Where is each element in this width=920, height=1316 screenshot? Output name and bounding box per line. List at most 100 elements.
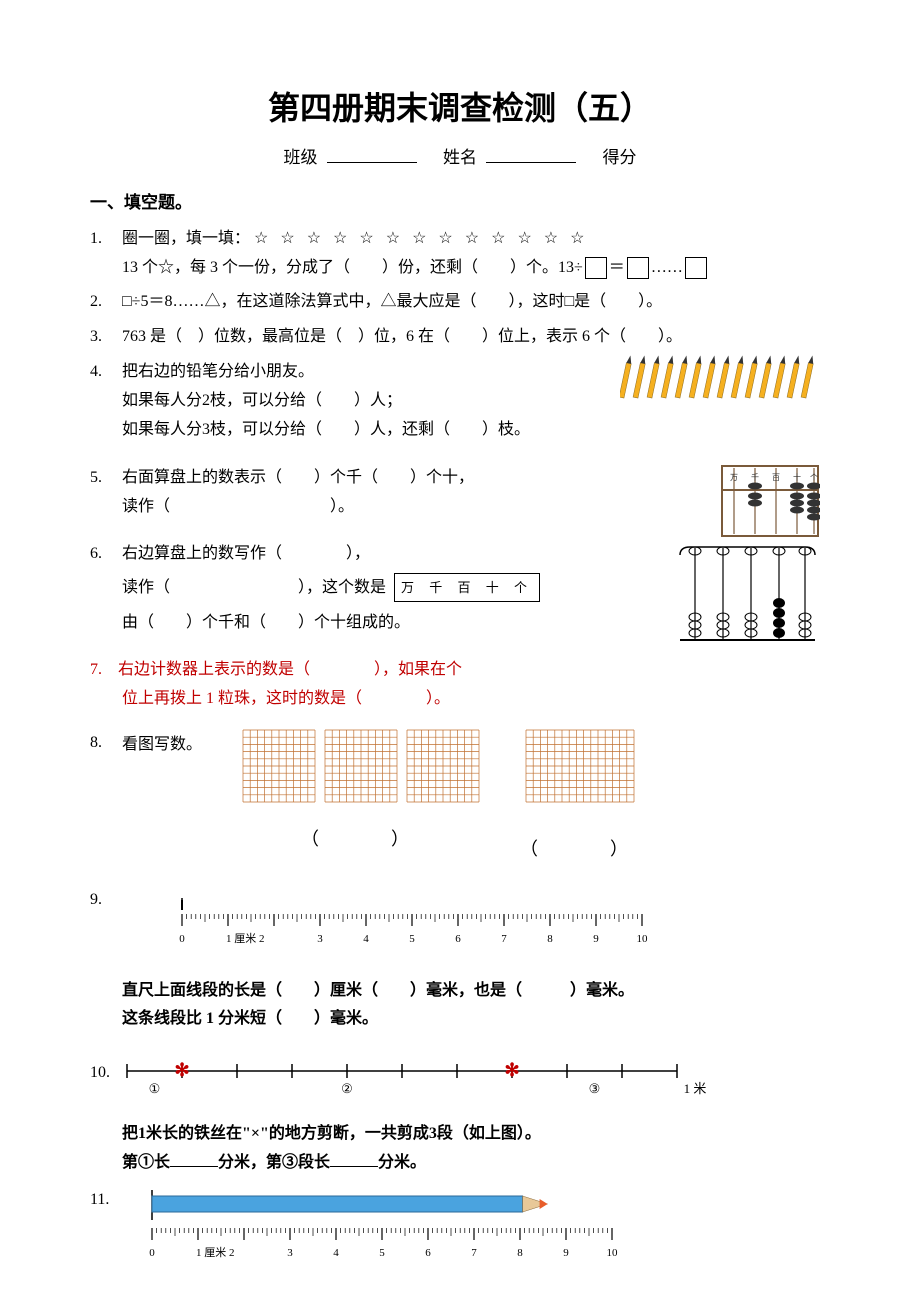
main-title: 第四册期末调查检测（五） [268,80,652,138]
svg-text:1 厘米 2: 1 厘米 2 [196,1246,235,1259]
q10-line2: 第①长 分米，第③段长 分米。 [122,1149,830,1178]
q3-num: 3. [90,323,118,352]
abacus-icon: 万 千 百 十个 [720,464,820,539]
svg-text:③: ③ [589,1081,601,1096]
q9-line2: 这条线段比 1 分米短（ ）毫米。 [122,1005,830,1034]
q8-right-paren: （ ） [520,833,640,865]
q1-line2: 13 个☆，每 3 个一份，分成了（ ）份，还剩（ ）个。13÷ ＝ …… [122,254,830,283]
pencil-ruler-icon: 0 1 厘米 2 3 4 5 6 7 8 9 10 [132,1186,642,1266]
ruler-icon: 0 1 厘米 2 3 4 5 6 7 8 9 10 [162,896,672,951]
q1-eq: ＝ [609,259,625,276]
q6-num: 6. [90,540,118,569]
name-label: 姓名 [443,148,477,167]
grid-icon [406,729,480,803]
class-blank[interactable] [327,147,417,163]
q8: 8. 看图写数。 （ ） （ ） [90,729,830,866]
class-label: 班级 [284,148,318,167]
svg-text:十: 十 [793,472,801,482]
q1-box3[interactable] [685,257,707,279]
svg-text:10: 10 [637,933,649,945]
q6-line1: 右边算盘上的数写作（ ）， [122,545,370,562]
score-label: 得分 [603,148,637,167]
q10-l2a: 第①长 [122,1154,170,1171]
svg-text:4: 4 [333,1247,339,1259]
q7-num: 7. [90,656,118,685]
section-title: 一、填空题。 [90,188,830,219]
svg-text:4: 4 [363,933,369,945]
svg-text:千: 千 [751,472,759,482]
counter-icon [675,535,820,650]
q10-l2c: 分米。 [378,1154,426,1171]
q2-text: □÷5＝8……△，在这道除法算式中，△最大应是（ ），这时□是（ ）。 [122,293,662,310]
q1-dots: …… [651,259,683,276]
name-blank[interactable] [486,147,576,163]
q1-line2a: 13 个☆，每 3 个一份，分成了（ ）份，还剩（ ）个。13÷ [122,259,583,276]
svg-text:①: ① [149,1081,161,1096]
q11-num: 11. [90,1186,118,1215]
svg-text:5: 5 [409,933,415,945]
svg-text:0: 0 [149,1247,155,1259]
svg-text:✻: ✻ [174,1060,189,1080]
q8-text: 看图写数。 [122,736,202,753]
svg-text:5: 5 [379,1247,385,1259]
svg-text:1 米: 1 米 [684,1081,707,1096]
q4-num: 4. [90,358,118,387]
svg-text:3: 3 [287,1247,293,1259]
grid-icon [242,729,316,803]
q10-num: 10. [90,1059,118,1088]
svg-text:个: 个 [810,473,818,482]
q5-num: 5. [90,464,118,493]
svg-text:8: 8 [547,933,553,945]
svg-text:1 厘米 2: 1 厘米 2 [226,932,265,945]
q1-box2[interactable] [627,257,649,279]
q1-num: 1. [90,225,118,254]
q10-blank2[interactable] [330,1151,378,1167]
q5-line1: 右面算盘上的数表示（ ）个千（ ）个十， [122,469,474,486]
svg-text:万: 万 [730,473,738,482]
q8-num: 8. [90,729,118,758]
q1: 1. 圈一圈，填一填： ☆ ☆ ☆ ☆ ☆ ☆ ☆ ☆ ☆ ☆ ☆ ☆ ☆ 13… [90,225,830,283]
q1-box1[interactable] [585,257,607,279]
q3: 3. 763 是（ ）位数，最高位是（ ）位，6 在（ ）位上，表示 6 个（ … [90,323,830,352]
q3-text: 763 是（ ）位数，最高位是（ ）位，6 在（ ）位上，表示 6 个（ ）。 [122,328,682,345]
q4-line1: 把右边的铅笔分给小朋友。 [122,363,314,380]
svg-text:0: 0 [179,933,185,945]
q1-prompt: 圈一圈，填一填： [122,230,250,247]
q2-num: 2. [90,288,118,317]
q4: 4. 把右边的铅笔分给小朋友。 如果每人分2枝，可以分给（ ）人； 如果每人分3… [90,358,830,458]
svg-text:8: 8 [517,1247,523,1259]
q7-line1: 右边计数器上表示的数是（ ），如果在个 [118,661,462,678]
svg-text:②: ② [341,1081,353,1096]
q7: 7.右边计数器上表示的数是（ ），如果在个 位上再拨上 1 粒珠，这时的数是（ … [90,656,830,714]
q6-line2a: 读作（ ），这个数是 [122,579,386,596]
q10: 10. ✻✻①②③1 米 把1米长的铁丝在"×"的地方剪断，一共剪成3段（如上图… [90,1059,830,1177]
q10-l2b: 分米，第③段长 [218,1154,330,1171]
grid-icon [525,729,635,803]
counter-labels: 万 千 百 十 个 [394,573,540,602]
q4-line3: 如果每人分3枝，可以分给（ ）人，还剩（ ）枝。 [122,416,830,445]
svg-text:7: 7 [501,933,507,945]
svg-text:6: 6 [425,1247,431,1259]
svg-text:6: 6 [455,933,461,945]
svg-text:10: 10 [607,1247,619,1259]
q7-line2: 位上再拨上 1 粒珠，这时的数是（ ）。 [122,685,830,714]
q9: 9. 0 1 厘米 2 3 4 5 6 7 8 9 10 直尺上面线段的长是（ ）厘米（ ）毫米，… [90,886,830,1034]
svg-text:7: 7 [471,1247,477,1259]
q10-line1: 把1米长的铁丝在"×"的地方剪断，一共剪成3段（如上图）。 [122,1120,830,1149]
q1-stars: ☆ ☆ ☆ ☆ ☆ ☆ ☆ ☆ ☆ ☆ ☆ ☆ ☆ [254,230,588,247]
pencils-icon [620,350,830,405]
q8-grids: （ ） （ ） [242,729,640,866]
q9-line1: 直尺上面线段的长是（ ）厘米（ ）毫米，也是（ ）毫米。 [122,977,830,1006]
q11: 11. 0 1 厘米 2 3 4 5 6 7 8 9 10 [90,1186,830,1277]
q6: 6. 右边算盘上的数写作（ ）， 读作（ ），这个数是 万 千 百 十 个 由（… [90,540,830,650]
wire-diagram: ✻✻①②③1 米 [122,1059,712,1099]
svg-text:9: 9 [593,933,599,945]
grid-icon [324,729,398,803]
q9-num: 9. [90,886,118,915]
q2: 2. □÷5＝8……△，在这道除法算式中，△最大应是（ ），这时□是（ ）。 [90,288,830,317]
q8-left-paren: （ ） [242,823,480,855]
q10-blank1[interactable] [170,1151,218,1167]
svg-text:3: 3 [317,933,323,945]
svg-text:百: 百 [772,473,780,482]
svg-text:9: 9 [563,1247,569,1259]
